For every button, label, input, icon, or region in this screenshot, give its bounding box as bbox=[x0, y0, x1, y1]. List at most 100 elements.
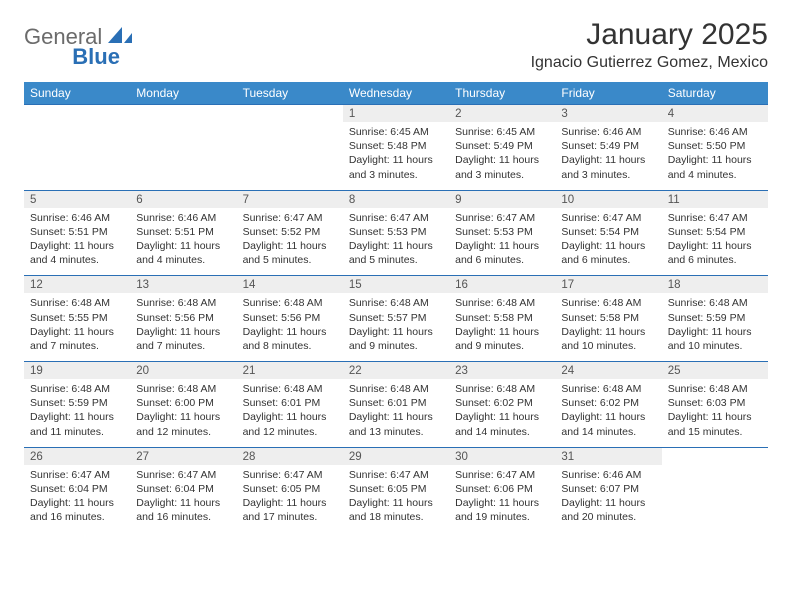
sunset-line: Sunset: 5:49 PM bbox=[561, 139, 655, 153]
sunset-line: Sunset: 5:52 PM bbox=[243, 225, 337, 239]
sunrise-line: Sunrise: 6:48 AM bbox=[668, 296, 762, 310]
sunset-line: Sunset: 5:59 PM bbox=[668, 311, 762, 325]
day-number: 27 bbox=[130, 447, 236, 465]
day-details: Sunrise: 6:47 AMSunset: 5:53 PMDaylight:… bbox=[343, 208, 449, 276]
day-details: Sunrise: 6:47 AMSunset: 6:05 PMDaylight:… bbox=[237, 465, 343, 533]
sunrise-line: Sunrise: 6:48 AM bbox=[561, 296, 655, 310]
sunrise-line: Sunrise: 6:48 AM bbox=[243, 296, 337, 310]
sunrise-line: Sunrise: 6:47 AM bbox=[455, 468, 549, 482]
sunset-line: Sunset: 6:05 PM bbox=[243, 482, 337, 496]
sunrise-line: Sunrise: 6:47 AM bbox=[668, 211, 762, 225]
logo: General Blue bbox=[24, 18, 184, 50]
daylight-line: Daylight: 11 hours and 7 minutes. bbox=[136, 325, 230, 353]
sunrise-line: Sunrise: 6:48 AM bbox=[455, 382, 549, 396]
sunset-line: Sunset: 5:53 PM bbox=[349, 225, 443, 239]
sunrise-line: Sunrise: 6:47 AM bbox=[455, 211, 549, 225]
sunset-line: Sunset: 6:02 PM bbox=[561, 396, 655, 410]
day-details: Sunrise: 6:46 AMSunset: 5:50 PMDaylight:… bbox=[662, 122, 768, 190]
day-header-row: SundayMondayTuesdayWednesdayThursdayFrid… bbox=[24, 82, 768, 105]
sunset-line: Sunset: 6:07 PM bbox=[561, 482, 655, 496]
daylight-line: Daylight: 11 hours and 8 minutes. bbox=[243, 325, 337, 353]
day-number: 25 bbox=[662, 362, 768, 380]
sunset-line: Sunset: 5:58 PM bbox=[455, 311, 549, 325]
day-details-row: Sunrise: 6:45 AMSunset: 5:48 PMDaylight:… bbox=[24, 122, 768, 190]
day-header: Wednesday bbox=[343, 82, 449, 105]
daylight-line: Daylight: 11 hours and 6 minutes. bbox=[668, 239, 762, 267]
day-details: Sunrise: 6:48 AMSunset: 6:00 PMDaylight:… bbox=[130, 379, 236, 447]
sunrise-line: Sunrise: 6:47 AM bbox=[30, 468, 124, 482]
logo-word-2: Blue bbox=[72, 44, 120, 70]
day-number: 31 bbox=[555, 447, 661, 465]
sunrise-line: Sunrise: 6:48 AM bbox=[136, 296, 230, 310]
daylight-line: Daylight: 11 hours and 13 minutes. bbox=[349, 410, 443, 438]
daylight-line: Daylight: 11 hours and 10 minutes. bbox=[561, 325, 655, 353]
sunset-line: Sunset: 5:49 PM bbox=[455, 139, 549, 153]
day-details-row: Sunrise: 6:48 AMSunset: 5:55 PMDaylight:… bbox=[24, 293, 768, 361]
empty-cell bbox=[24, 105, 130, 123]
sunset-line: Sunset: 5:59 PM bbox=[30, 396, 124, 410]
day-details: Sunrise: 6:46 AMSunset: 5:51 PMDaylight:… bbox=[24, 208, 130, 276]
sunrise-line: Sunrise: 6:45 AM bbox=[455, 125, 549, 139]
daylight-line: Daylight: 11 hours and 3 minutes. bbox=[561, 153, 655, 181]
day-details: Sunrise: 6:48 AMSunset: 5:57 PMDaylight:… bbox=[343, 293, 449, 361]
day-number: 22 bbox=[343, 362, 449, 380]
day-number: 2 bbox=[449, 105, 555, 123]
sunrise-line: Sunrise: 6:46 AM bbox=[136, 211, 230, 225]
day-number: 28 bbox=[237, 447, 343, 465]
sunset-line: Sunset: 5:54 PM bbox=[561, 225, 655, 239]
day-details: Sunrise: 6:48 AMSunset: 6:01 PMDaylight:… bbox=[343, 379, 449, 447]
daylight-line: Daylight: 11 hours and 4 minutes. bbox=[136, 239, 230, 267]
sunrise-line: Sunrise: 6:47 AM bbox=[349, 468, 443, 482]
day-number: 5 bbox=[24, 190, 130, 208]
month-title: January 2025 bbox=[531, 18, 768, 52]
day-number: 3 bbox=[555, 105, 661, 123]
sunrise-line: Sunrise: 6:48 AM bbox=[349, 382, 443, 396]
day-details: Sunrise: 6:48 AMSunset: 6:01 PMDaylight:… bbox=[237, 379, 343, 447]
day-header: Saturday bbox=[662, 82, 768, 105]
sunset-line: Sunset: 5:53 PM bbox=[455, 225, 549, 239]
sunset-line: Sunset: 5:54 PM bbox=[668, 225, 762, 239]
day-details: Sunrise: 6:47 AMSunset: 5:54 PMDaylight:… bbox=[662, 208, 768, 276]
day-header: Thursday bbox=[449, 82, 555, 105]
day-number: 13 bbox=[130, 276, 236, 294]
sunrise-line: Sunrise: 6:47 AM bbox=[243, 468, 337, 482]
daylight-line: Daylight: 11 hours and 5 minutes. bbox=[349, 239, 443, 267]
daylight-line: Daylight: 11 hours and 12 minutes. bbox=[243, 410, 337, 438]
daylight-line: Daylight: 11 hours and 19 minutes. bbox=[455, 496, 549, 524]
sunrise-line: Sunrise: 6:46 AM bbox=[561, 468, 655, 482]
sunrise-line: Sunrise: 6:45 AM bbox=[349, 125, 443, 139]
day-number: 21 bbox=[237, 362, 343, 380]
day-number: 7 bbox=[237, 190, 343, 208]
day-details: Sunrise: 6:47 AMSunset: 5:54 PMDaylight:… bbox=[555, 208, 661, 276]
day-details: Sunrise: 6:48 AMSunset: 5:59 PMDaylight:… bbox=[662, 293, 768, 361]
daylight-line: Daylight: 11 hours and 16 minutes. bbox=[30, 496, 124, 524]
daylight-line: Daylight: 11 hours and 7 minutes. bbox=[30, 325, 124, 353]
sunrise-line: Sunrise: 6:48 AM bbox=[30, 296, 124, 310]
sunrise-line: Sunrise: 6:47 AM bbox=[136, 468, 230, 482]
day-header: Tuesday bbox=[237, 82, 343, 105]
day-details: Sunrise: 6:47 AMSunset: 6:04 PMDaylight:… bbox=[130, 465, 236, 533]
sunset-line: Sunset: 5:51 PM bbox=[30, 225, 124, 239]
sunrise-line: Sunrise: 6:48 AM bbox=[561, 382, 655, 396]
day-number: 18 bbox=[662, 276, 768, 294]
day-details: Sunrise: 6:48 AMSunset: 5:55 PMDaylight:… bbox=[24, 293, 130, 361]
sunset-line: Sunset: 5:55 PM bbox=[30, 311, 124, 325]
sunset-line: Sunset: 6:03 PM bbox=[668, 396, 762, 410]
daylight-line: Daylight: 11 hours and 6 minutes. bbox=[561, 239, 655, 267]
sunrise-line: Sunrise: 6:48 AM bbox=[455, 296, 549, 310]
sunrise-line: Sunrise: 6:48 AM bbox=[243, 382, 337, 396]
empty-cell bbox=[130, 105, 236, 123]
daylight-line: Daylight: 11 hours and 16 minutes. bbox=[136, 496, 230, 524]
day-details: Sunrise: 6:47 AMSunset: 6:05 PMDaylight:… bbox=[343, 465, 449, 533]
day-number: 20 bbox=[130, 362, 236, 380]
day-number: 6 bbox=[130, 190, 236, 208]
sunset-line: Sunset: 5:56 PM bbox=[243, 311, 337, 325]
daylight-line: Daylight: 11 hours and 3 minutes. bbox=[349, 153, 443, 181]
sunset-line: Sunset: 6:04 PM bbox=[30, 482, 124, 496]
daylight-line: Daylight: 11 hours and 20 minutes. bbox=[561, 496, 655, 524]
sunset-line: Sunset: 6:02 PM bbox=[455, 396, 549, 410]
sunrise-line: Sunrise: 6:48 AM bbox=[30, 382, 124, 396]
day-details: Sunrise: 6:48 AMSunset: 5:58 PMDaylight:… bbox=[555, 293, 661, 361]
sunset-line: Sunset: 6:04 PM bbox=[136, 482, 230, 496]
sunrise-line: Sunrise: 6:46 AM bbox=[668, 125, 762, 139]
